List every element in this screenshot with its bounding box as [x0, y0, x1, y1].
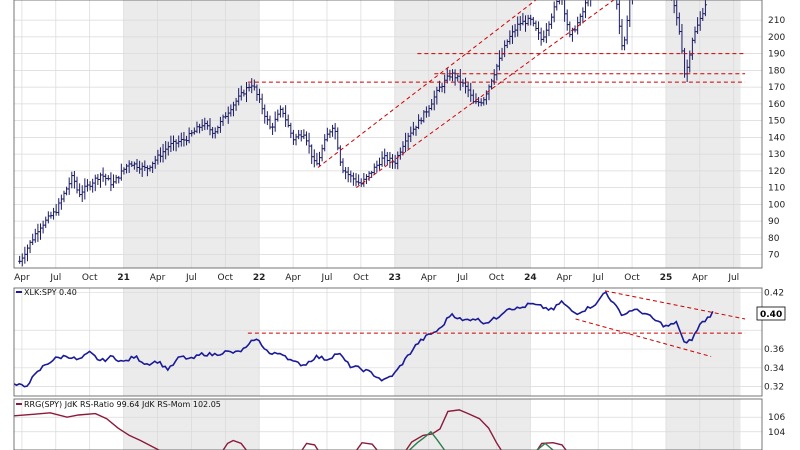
x-axis-tick-label: 25	[660, 273, 673, 283]
x-axis-tick-label: Oct	[624, 273, 640, 283]
x-axis-tick-label: Oct	[82, 273, 98, 283]
rs-y-tick-label: 0.34	[764, 364, 784, 374]
rrg-panel-legend: RRG(SPY) JdK RS-Ratio 99.64 JdK RS-Mom 1…	[24, 400, 221, 409]
price-y-tick-label: 150	[768, 117, 785, 127]
price-y-tick-label: 100	[768, 200, 785, 210]
price-y-tick-label: 160	[768, 100, 785, 110]
x-axis-tick-label: 23	[389, 273, 402, 283]
x-axis-tick-label: Apr	[14, 273, 30, 283]
x-axis-tick-label: Oct	[489, 273, 505, 283]
price-panel	[14, 0, 762, 268]
x-axis-tick-label: 24	[524, 273, 537, 283]
price-y-tick-label: 200	[768, 33, 785, 43]
rrg-panel	[14, 399, 762, 450]
chart-frame: Apr Jul Oct 21 Apr Jul Oct 22 Apr Jul Oct 23 Apr Jul O…	[13, 0, 786, 450]
x-axis-tick-label: Apr	[556, 273, 572, 283]
price-trendline	[356, 0, 615, 189]
x-axis-tick-label: Apr	[150, 273, 166, 283]
x-axis-tick-label: Jul	[592, 273, 604, 283]
shaded-year-band	[665, 399, 741, 450]
relative-strength-panel	[14, 288, 762, 396]
panel-border	[13, 398, 763, 450]
rs-last-value-label: 0.40	[760, 310, 782, 320]
x-axis-tick-label: Apr	[421, 273, 437, 283]
price-y-tick-label: 80	[768, 234, 780, 244]
x-axis-tick-label: Jul	[321, 273, 333, 283]
panel-border	[13, 287, 763, 397]
x-axis-tick-label: Jul	[727, 273, 739, 283]
x-axis-tick-label: 22	[253, 273, 266, 283]
rs-mom-line	[409, 430, 446, 450]
x-axis-tick-label: Jul	[185, 273, 197, 283]
price-y-tick-label: 210	[768, 16, 785, 26]
price-y-tick-label: 110	[768, 184, 785, 194]
price-y-tick-label: 120	[768, 167, 785, 177]
price-y-tick-label: 70	[768, 251, 780, 261]
x-axis-tick-label: Oct	[353, 273, 369, 283]
x-axis-tick-label: Apr	[285, 273, 301, 283]
rrg-y-tick-label: 106	[768, 413, 785, 423]
rs-mom-line	[536, 442, 554, 450]
rs-trendline	[575, 318, 712, 358]
panel-border	[13, 0, 763, 269]
rs-ratio-line	[14, 412, 161, 450]
rs-y-tick-label: 0.32	[764, 383, 784, 393]
shaded-year-band	[665, 288, 741, 396]
rs-panel-legend: XLK:SPY 0.40	[24, 288, 77, 297]
x-axis-tick-label: 21	[117, 273, 130, 283]
x-axis-tick-label: Jul	[49, 273, 61, 283]
x-axis-tick-label: Jul	[456, 273, 468, 283]
price-trendline	[317, 0, 537, 168]
x-axis-tick-label: Oct	[218, 273, 234, 283]
rs-ratio-line	[405, 409, 502, 450]
price-y-tick-label: 170	[768, 83, 785, 93]
rs-trendline	[604, 290, 746, 320]
rs-ratio-line	[222, 439, 248, 450]
rrg-y-tick-label: 104	[768, 428, 785, 438]
shaded-year-band	[665, 0, 741, 268]
price-y-tick-label: 130	[768, 150, 785, 160]
x-axis-tick-label: Apr	[692, 273, 708, 283]
price-y-tick-label: 140	[768, 133, 785, 143]
rs-ratio-line	[355, 441, 378, 450]
rs-y-tick-label: 0.42	[764, 289, 784, 299]
rs-ratio-line	[536, 441, 567, 450]
price-y-tick-label: 190	[768, 50, 785, 60]
price-y-tick-label: 90	[768, 217, 780, 227]
price-y-tick-label: 180	[768, 66, 785, 76]
rs-series-line	[14, 291, 714, 388]
rs-ratio-line	[301, 442, 319, 450]
rs-y-tick-label: 0.36	[764, 345, 784, 355]
rs-last-value-box	[756, 306, 786, 321]
